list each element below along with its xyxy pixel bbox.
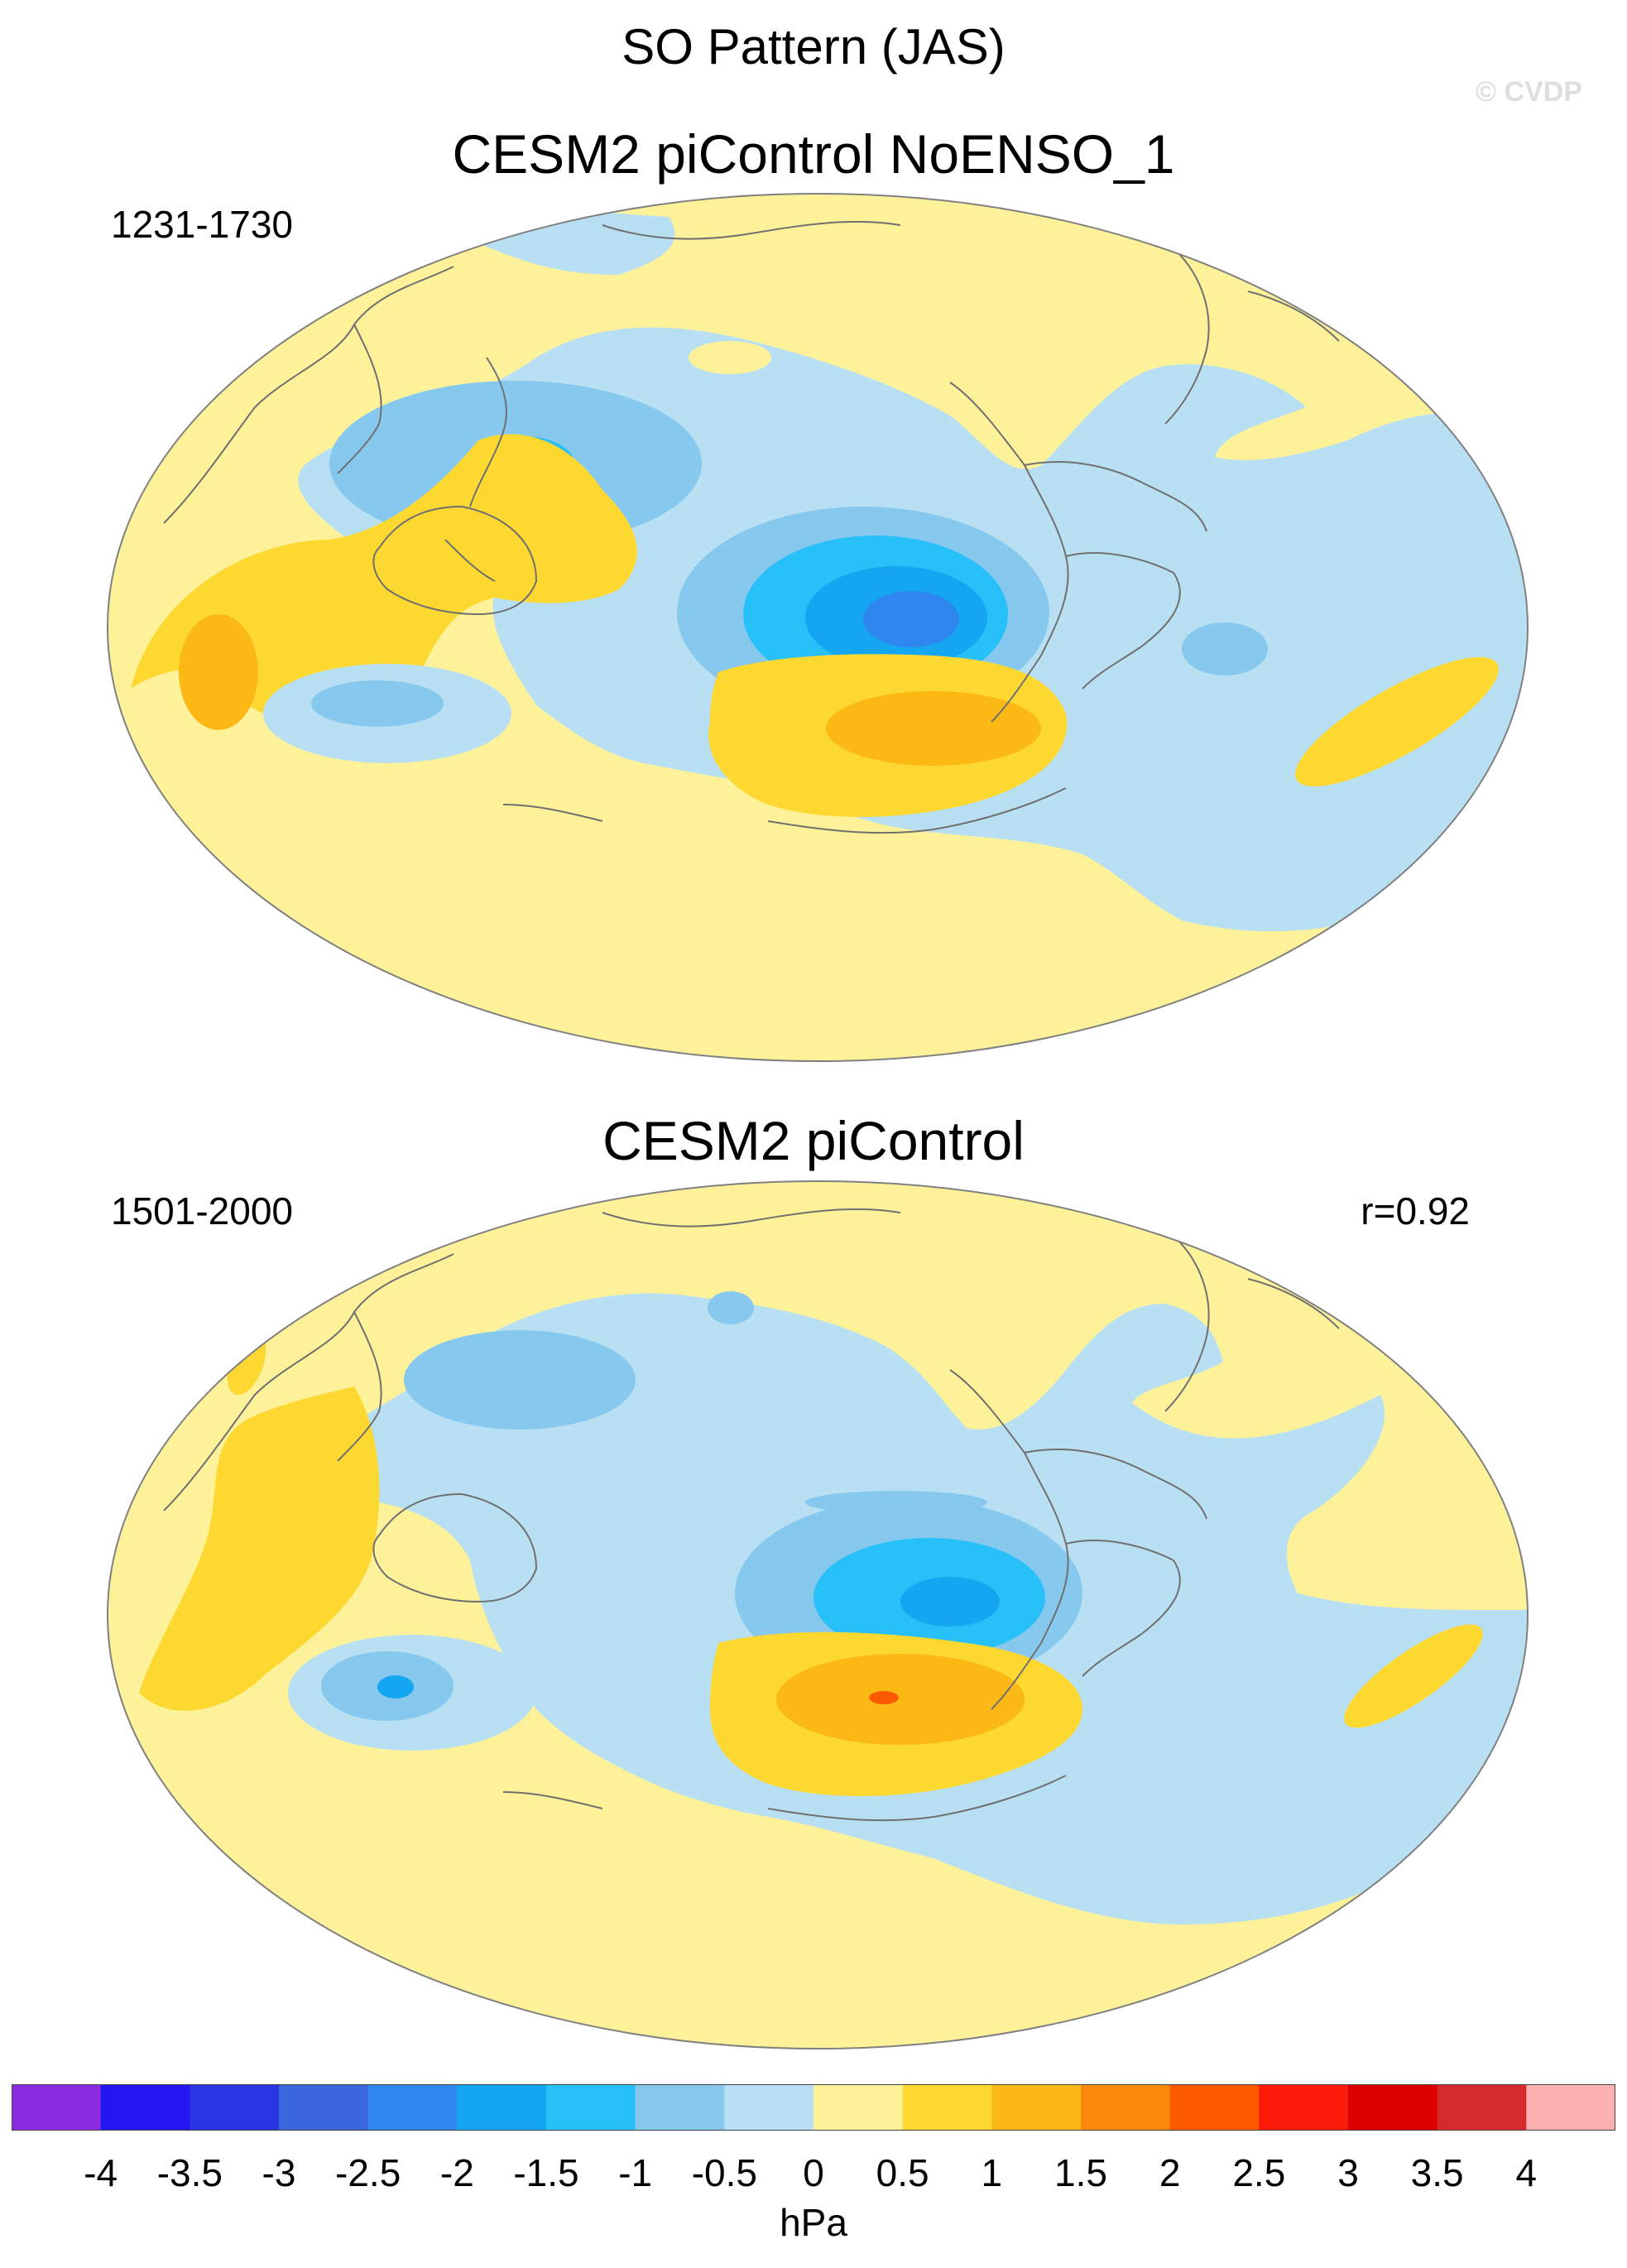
colorbar-tick-label: -1.5 bbox=[513, 2151, 579, 2194]
panel-1-coastlines bbox=[163, 220, 1340, 834]
colorbar-tick-label: -2.5 bbox=[335, 2151, 401, 2194]
colorbar-tick-label: 1 bbox=[981, 2151, 1003, 2194]
panel-2-indian-high bbox=[139, 1386, 380, 1711]
panel-2-title: CESM2 piControl bbox=[602, 1110, 1025, 1171]
colorbar-swatch bbox=[814, 2084, 904, 2131]
colorbar-tick-label: -0.5 bbox=[691, 2151, 757, 2194]
figure-title: SO Pattern (JAS) bbox=[622, 19, 1005, 74]
watermark: © CVDP bbox=[1476, 76, 1582, 108]
panel-2-correlation: r=0.92 bbox=[1361, 1189, 1470, 1233]
panel-2-atlantic-high bbox=[1344, 1624, 1483, 1728]
panel-1-title: CESM2 piControl NoENSO_1 bbox=[452, 123, 1175, 185]
colorbar-swatch bbox=[100, 2084, 190, 2131]
panel-1-south-indian-low-core bbox=[311, 680, 444, 727]
colorbar-tick-label: 3 bbox=[1337, 2151, 1359, 2194]
panel-1-map-border bbox=[107, 193, 1529, 1062]
panel-2-southern-high-core bbox=[869, 1691, 899, 1704]
panel-1-southern-high-core bbox=[826, 691, 1041, 766]
colorbar-swatch bbox=[546, 2084, 636, 2131]
panel-2-map bbox=[107, 1180, 1529, 2049]
panel-2-nw-pacific-low bbox=[404, 1330, 636, 1430]
panel-2-years: 1501-2000 bbox=[111, 1189, 293, 1233]
panel-2-map-border bbox=[107, 1180, 1529, 2049]
colorbar-swatch bbox=[1259, 2084, 1349, 2131]
colorbar-tick-label: 1.5 bbox=[1054, 2151, 1107, 2194]
colorbar bbox=[12, 2084, 1615, 2131]
colorbar-swatch bbox=[1437, 2084, 1527, 2131]
colorbar-swatch bbox=[279, 2084, 369, 2131]
colorbar-swatch bbox=[635, 2084, 725, 2131]
colorbar-swatch bbox=[190, 2084, 280, 2131]
panel-1-map bbox=[107, 193, 1529, 1062]
panel-1-atlantic-high bbox=[1295, 656, 1499, 787]
colorbar-tick-label: 3.5 bbox=[1410, 2151, 1464, 2194]
colorbar-tick-label: 0.5 bbox=[876, 2151, 929, 2194]
colorbar-swatch bbox=[12, 2084, 102, 2131]
colorbar-swatch bbox=[991, 2084, 1082, 2131]
colorbar-tick-label: 4 bbox=[1515, 2151, 1538, 2194]
colorbar-swatch bbox=[457, 2084, 547, 2131]
colorbar-tick-label: -3.5 bbox=[156, 2151, 223, 2194]
panel-1-years: 1231-1730 bbox=[111, 203, 293, 246]
colorbar-swatch bbox=[1169, 2084, 1260, 2131]
colorbar-tick-label: -1 bbox=[618, 2151, 653, 2194]
colorbar-swatch bbox=[724, 2084, 814, 2131]
colorbar-swatch bbox=[1526, 2084, 1615, 2131]
panel-1-indian-high-core bbox=[179, 614, 258, 730]
colorbar-tick-label: -2 bbox=[439, 2151, 474, 2194]
colorbar-tick-label: 2.5 bbox=[1232, 2151, 1286, 2194]
colorbar-swatch bbox=[367, 2084, 458, 2131]
colorbar-tick-label: 0 bbox=[803, 2151, 824, 2194]
panel-1-se-pacific-core bbox=[863, 591, 959, 647]
colorbar-swatch bbox=[1081, 2084, 1171, 2131]
panel-1-atlantic-low bbox=[1182, 622, 1268, 675]
colorbar-swatch bbox=[902, 2084, 992, 2131]
panel-2-north-pacific-cell bbox=[708, 1291, 754, 1324]
colorbar-tick-label: -4 bbox=[84, 2151, 118, 2194]
panel-2-se-pacific-core bbox=[900, 1577, 1000, 1627]
colorbar-unit: hPa bbox=[780, 2201, 847, 2244]
panel-1-equatorial-positive bbox=[689, 341, 771, 374]
panel-2-coastlines bbox=[163, 1208, 1340, 1822]
panel-2-southern-high-mid bbox=[776, 1654, 1025, 1745]
colorbar-tick-label: 2 bbox=[1159, 2151, 1181, 2194]
colorbar-tick-label: -3 bbox=[262, 2151, 296, 2194]
panel-2-south-indian-core bbox=[377, 1675, 414, 1699]
colorbar-swatch bbox=[1348, 2084, 1438, 2131]
